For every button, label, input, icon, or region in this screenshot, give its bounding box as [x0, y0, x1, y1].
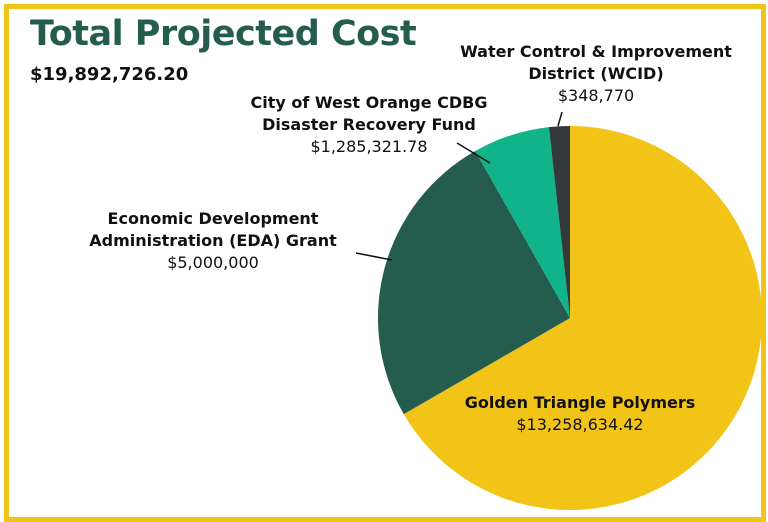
slice-label-golden-triangle-polymers-line-1: Golden Triangle Polymers	[465, 393, 696, 412]
slice-label-economic-development-administration-eda-grant-line-2: Administration (EDA) Grant	[89, 231, 337, 250]
pie-slice-water-control-improvement-district-wcid	[548, 126, 570, 318]
slice-value-economic-development-administration-eda-grant: $5,000,000	[167, 253, 259, 272]
chart-title: Total Projected Cost	[30, 14, 417, 54]
slice-value-golden-triangle-polymers: $13,258,634.42	[516, 415, 643, 434]
leader-line-water-control-improvement-district-wcid	[557, 111, 563, 127]
slice-label-water-control-improvement-district-wcid-line-2: District (WCID)	[528, 64, 663, 83]
slice-label-city-of-west-orange-cdbg-disaster-recovery-fund-line-1: City of West Orange CDBG	[251, 93, 488, 112]
total-cost-value: $19,892,726.20	[30, 64, 189, 85]
pie-slice-golden-triangle-polymers	[403, 126, 762, 510]
slice-value-city-of-west-orange-cdbg-disaster-recovery-fund: $1,285,321.78	[310, 137, 427, 156]
pie-slice-city-of-west-orange-cdbg-disaster-recovery-fund	[475, 127, 570, 318]
slice-value-water-control-improvement-district-wcid: $348,770	[558, 86, 634, 105]
slice-label-economic-development-administration-eda-grant-line-1: Economic Development	[108, 209, 319, 228]
leader-line-city-of-west-orange-cdbg-disaster-recovery-fund	[456, 142, 491, 164]
slice-label-city-of-west-orange-cdbg-disaster-recovery-fund-line-2: Disaster Recovery Fund	[262, 115, 476, 134]
leader-line-economic-development-administration-eda-grant	[355, 252, 393, 261]
pie-slice-economic-development-administration-eda-grant	[377, 151, 570, 415]
slice-label-water-control-improvement-district-wcid-line-1: Water Control & Improvement	[460, 42, 732, 61]
